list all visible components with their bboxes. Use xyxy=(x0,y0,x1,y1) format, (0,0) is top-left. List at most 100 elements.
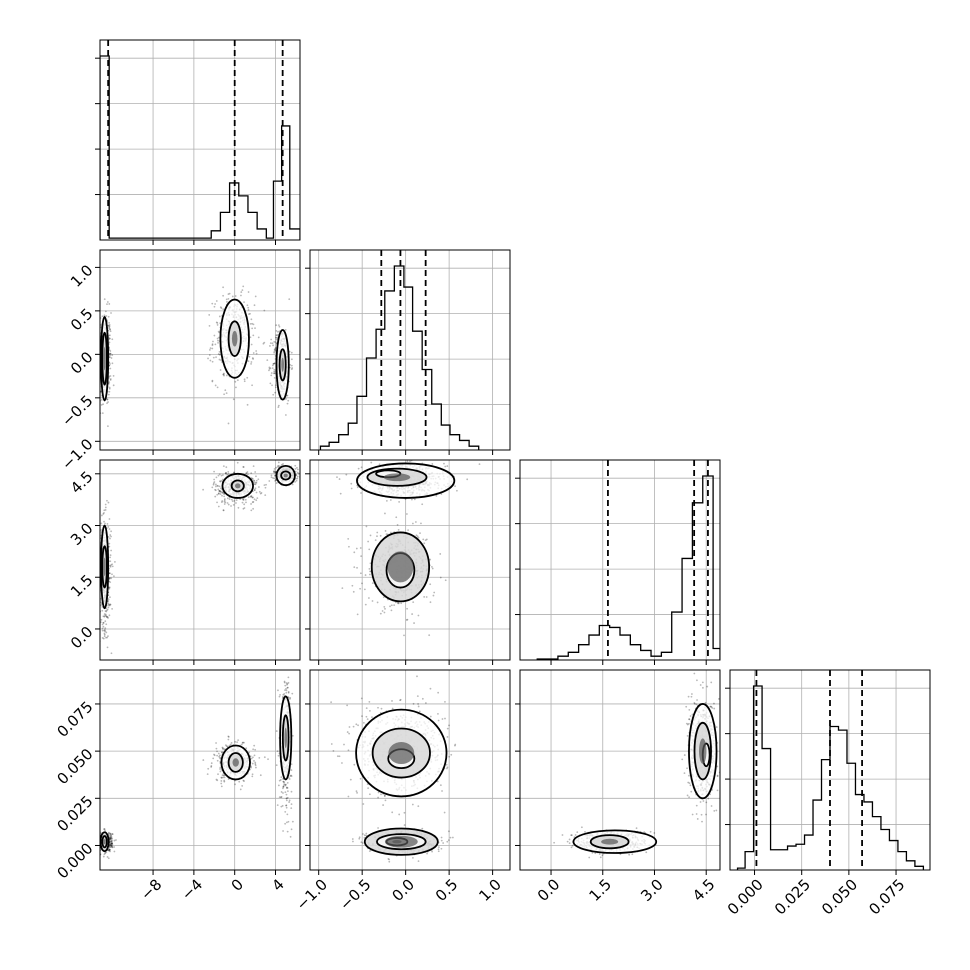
sample-point xyxy=(291,734,294,737)
sample-point xyxy=(102,625,105,628)
sample-point xyxy=(110,836,113,839)
sample-point xyxy=(108,334,111,337)
sample-point xyxy=(228,292,231,295)
sample-point xyxy=(109,352,112,355)
sample-point xyxy=(216,322,219,324)
sample-point xyxy=(253,483,256,485)
sample-point xyxy=(226,497,229,500)
sample-point xyxy=(107,501,110,504)
sample-point xyxy=(443,462,445,465)
sample-point xyxy=(370,461,373,464)
sample-point xyxy=(109,330,112,333)
sample-point xyxy=(275,334,278,337)
sample-point xyxy=(108,386,111,389)
sample-point xyxy=(108,587,111,590)
sample-point xyxy=(220,491,223,494)
sample-point xyxy=(111,842,114,845)
sample-point xyxy=(396,523,399,526)
sample-point xyxy=(422,538,425,541)
sample-point xyxy=(103,629,106,632)
sample-point xyxy=(242,466,245,468)
sample-point xyxy=(249,312,251,315)
sample-point xyxy=(243,507,246,509)
density-core xyxy=(283,473,288,478)
sample-point xyxy=(248,313,250,316)
sample-point xyxy=(284,784,287,787)
sample-point xyxy=(111,842,113,845)
sample-point xyxy=(416,535,419,538)
sample-point xyxy=(286,402,289,405)
sample-point xyxy=(111,563,114,566)
sample-point xyxy=(108,325,111,328)
sample-point xyxy=(384,530,387,532)
sample-point xyxy=(242,499,245,501)
sample-point xyxy=(274,386,277,389)
sample-point xyxy=(254,761,257,764)
sample-point xyxy=(99,456,101,458)
sample-point xyxy=(347,538,350,540)
sample-point xyxy=(294,464,297,467)
sample-point xyxy=(268,366,271,369)
sample-point xyxy=(253,479,256,482)
sample-point xyxy=(220,776,223,779)
sample-point xyxy=(273,470,275,473)
sample-point xyxy=(290,803,293,806)
sample-point xyxy=(250,757,253,760)
density-core xyxy=(103,346,106,371)
sample-point xyxy=(263,341,266,344)
sample-point xyxy=(98,639,100,641)
sample-point xyxy=(106,523,109,525)
sample-point xyxy=(109,843,112,846)
sample-point xyxy=(275,482,278,484)
sample-point xyxy=(360,555,363,558)
sample-point xyxy=(283,681,286,684)
sample-point xyxy=(443,811,446,814)
sample-point xyxy=(283,781,286,784)
sample-point xyxy=(98,528,100,530)
sample-point xyxy=(282,785,285,787)
sample-point xyxy=(103,828,106,830)
sample-point xyxy=(406,513,408,515)
sample-point xyxy=(110,357,113,359)
sample-point xyxy=(282,786,285,789)
sample-point xyxy=(288,298,291,301)
sample-point xyxy=(259,492,262,495)
sample-point xyxy=(248,751,251,754)
sample-point xyxy=(105,315,108,317)
sample-point xyxy=(111,846,114,849)
sample-point xyxy=(291,692,294,695)
sample-point xyxy=(218,485,221,488)
sample-point xyxy=(357,724,359,727)
sample-point xyxy=(209,347,212,350)
sample-point xyxy=(100,398,103,401)
sample-point xyxy=(276,750,279,753)
sample-point xyxy=(251,496,254,499)
sample-point xyxy=(253,304,256,307)
sample-point xyxy=(364,574,367,576)
sample-point xyxy=(103,635,106,638)
sample-point xyxy=(214,343,217,346)
sample-point xyxy=(220,479,223,482)
sample-point xyxy=(250,318,253,321)
sample-point xyxy=(219,369,222,371)
sample-point xyxy=(275,730,278,732)
sample-point xyxy=(246,304,249,307)
sample-point xyxy=(417,536,420,539)
sample-point xyxy=(225,298,228,301)
sample-point xyxy=(108,849,111,852)
sample-point xyxy=(107,324,110,327)
sample-point xyxy=(98,837,100,839)
sample-point xyxy=(97,334,99,336)
panel-3-0 xyxy=(95,669,301,875)
sample-point xyxy=(106,398,109,401)
sample-point xyxy=(286,682,289,685)
sample-point xyxy=(219,768,221,770)
sample-point xyxy=(242,741,244,744)
sample-point xyxy=(360,466,363,469)
sample-point xyxy=(282,780,285,783)
sample-point xyxy=(109,837,112,840)
sample-point xyxy=(254,487,257,490)
sample-point xyxy=(362,803,365,805)
sample-point xyxy=(109,838,112,841)
sample-point xyxy=(283,693,286,695)
